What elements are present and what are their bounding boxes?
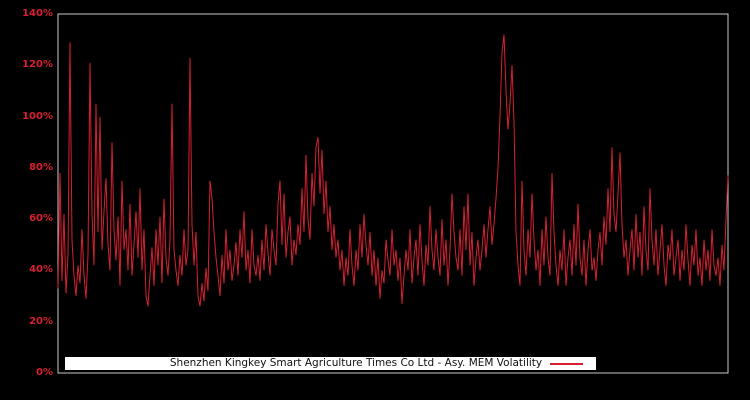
plot-border	[57, 13, 729, 374]
legend: Shenzhen Kingkey Smart Agriculture Times…	[65, 357, 596, 370]
y-axis-tick-label: 80%	[29, 162, 53, 173]
y-axis-tick-label: 20%	[29, 316, 53, 327]
y-axis-tick-label: 40%	[29, 264, 53, 275]
y-axis-tick-label: 0%	[36, 367, 53, 378]
legend-line-sample-icon	[550, 362, 584, 365]
legend-label: Shenzhen Kingkey Smart Agriculture Times…	[169, 357, 543, 369]
y-axis-tick-label: 60%	[29, 213, 53, 224]
y-axis-tick-label: 140%	[22, 8, 53, 19]
volatility-series-line	[57, 34, 729, 307]
y-axis-tick-label: 120%	[22, 59, 53, 70]
y-axis-tick-label: 100%	[22, 111, 53, 122]
